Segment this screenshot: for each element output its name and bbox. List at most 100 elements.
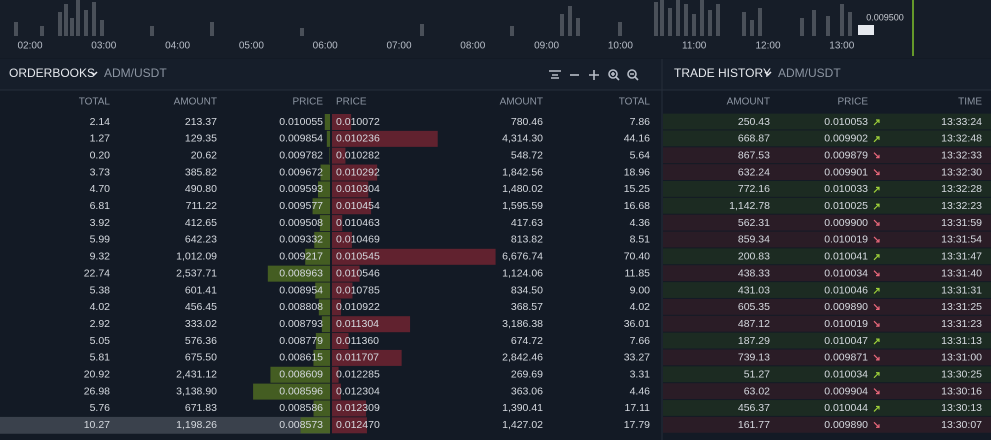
ask-total[interactable]: 9.00	[630, 284, 651, 296]
ask-amount[interactable]: 417.63	[511, 217, 543, 229]
ask-price[interactable]: 0.010545	[336, 251, 380, 263]
ask-price[interactable]: 0.010236	[336, 133, 380, 145]
bid-price[interactable]: 0.010055	[279, 116, 323, 128]
ask-price[interactable]: 0.010546	[336, 267, 380, 279]
ask-amount[interactable]: 1,842.56	[502, 166, 543, 178]
ask-amount[interactable]: 6,676.74	[502, 251, 543, 263]
ask-total[interactable]: 4.46	[630, 385, 651, 397]
ask-total[interactable]: 44.16	[624, 133, 650, 145]
bid-price[interactable]: 0.008609	[279, 369, 323, 381]
orderbook-title[interactable]: ORDERBOOKS	[9, 66, 95, 80]
ask-amount[interactable]: 834.50	[511, 284, 543, 296]
bid-total[interactable]: 4.02	[90, 301, 111, 313]
ask-price[interactable]: 0.010454	[336, 200, 380, 212]
ask-amount[interactable]: 368.57	[511, 301, 543, 313]
bid-amount[interactable]: 333.02	[185, 318, 217, 330]
bid-price[interactable]: 0.009854	[279, 133, 323, 145]
ask-price[interactable]: 0.012470	[336, 419, 380, 431]
dropdown-icon[interactable]	[764, 71, 772, 77]
bid-amount[interactable]: 671.83	[185, 402, 217, 414]
ask-amount[interactable]: 2,842.46	[502, 352, 543, 364]
ask-amount[interactable]: 4,314.30	[502, 133, 543, 145]
bid-price[interactable]: 0.008808	[279, 301, 323, 313]
bid-amount[interactable]: 601.41	[185, 284, 217, 296]
ask-price[interactable]: 0.010785	[336, 284, 380, 296]
bid-amount[interactable]: 675.50	[185, 352, 217, 364]
bid-price[interactable]: 0.008586	[279, 402, 323, 414]
bid-amount[interactable]: 642.23	[185, 234, 217, 246]
ask-total[interactable]: 16.68	[624, 200, 650, 212]
ask-total[interactable]: 15.25	[624, 183, 650, 195]
ask-total[interactable]: 70.40	[624, 251, 650, 263]
bid-amount[interactable]: 2,537.71	[176, 267, 217, 279]
ask-price[interactable]: 0.012309	[336, 402, 380, 414]
bid-amount[interactable]: 385.82	[185, 166, 217, 178]
bid-total[interactable]: 3.92	[90, 217, 111, 229]
bid-total[interactable]: 5.99	[90, 234, 111, 246]
bid-total[interactable]: 2.92	[90, 318, 111, 330]
ask-amount[interactable]: 3,186.38	[502, 318, 543, 330]
bid-price[interactable]: 0.008615	[279, 352, 323, 364]
bid-price[interactable]: 0.008779	[279, 335, 323, 347]
ask-total[interactable]: 5.64	[630, 149, 651, 161]
bid-price[interactable]: 0.008596	[279, 385, 323, 397]
ask-price[interactable]: 0.010292	[336, 166, 380, 178]
ask-amount[interactable]: 1,480.02	[502, 183, 543, 195]
bid-total[interactable]: 4.70	[90, 183, 111, 195]
ask-amount[interactable]: 1,124.06	[502, 267, 543, 279]
bid-total[interactable]: 26.98	[84, 385, 110, 397]
bid-price[interactable]: 0.008963	[279, 267, 323, 279]
bid-amount[interactable]: 2,431.12	[176, 369, 217, 381]
bid-amount[interactable]: 3,138.90	[176, 385, 217, 397]
ask-total[interactable]: 7.86	[630, 116, 651, 128]
ask-total[interactable]: 17.79	[624, 419, 650, 431]
ask-amount[interactable]: 780.46	[511, 116, 543, 128]
bid-total[interactable]: 5.81	[90, 352, 111, 364]
bid-amount[interactable]: 412.65	[185, 217, 217, 229]
ask-amount[interactable]: 813.82	[511, 234, 543, 246]
bid-price[interactable]: 0.009672	[279, 166, 323, 178]
ask-price[interactable]: 0.011360	[336, 335, 379, 347]
ask-price[interactable]: 0.010922	[336, 301, 380, 313]
bid-amount[interactable]: 576.36	[185, 335, 217, 347]
bid-amount[interactable]: 20.62	[191, 149, 217, 161]
bid-total[interactable]: 5.05	[90, 335, 111, 347]
bid-total[interactable]: 22.74	[84, 267, 110, 279]
bid-total[interactable]: 0.20	[90, 149, 111, 161]
trade-history-title[interactable]: TRADE HISTORY	[674, 66, 771, 80]
bid-price[interactable]: 0.008573	[279, 419, 323, 431]
ask-price[interactable]: 0.012304	[336, 385, 380, 397]
bid-price[interactable]: 0.009577	[279, 200, 323, 212]
ask-total[interactable]: 18.96	[624, 166, 650, 178]
ask-total[interactable]: 11.85	[625, 267, 651, 279]
ask-price[interactable]: 0.010469	[336, 234, 380, 246]
bid-total[interactable]: 20.92	[84, 369, 110, 381]
ask-amount[interactable]: 548.72	[511, 149, 543, 161]
bid-amount[interactable]: 456.45	[185, 301, 217, 313]
ask-price[interactable]: 0.011707	[336, 352, 379, 364]
ask-price[interactable]: 0.010463	[336, 217, 380, 229]
ask-total[interactable]: 8.51	[630, 234, 651, 246]
bid-price[interactable]: 0.009508	[279, 217, 323, 229]
ask-price[interactable]: 0.011304	[336, 318, 379, 330]
bid-total[interactable]: 9.32	[90, 251, 111, 263]
ask-price[interactable]: 0.010072	[336, 116, 380, 128]
bid-amount[interactable]: 213.37	[185, 116, 217, 128]
bid-amount[interactable]: 129.35	[185, 133, 217, 145]
bid-total[interactable]: 3.73	[90, 166, 111, 178]
bid-price[interactable]: 0.009217	[279, 251, 323, 263]
ask-amount[interactable]: 363.06	[511, 385, 543, 397]
bid-total[interactable]: 2.14	[90, 116, 111, 128]
bid-total[interactable]: 6.81	[90, 200, 111, 212]
dropdown-icon[interactable]	[90, 71, 98, 77]
bid-total[interactable]: 1.27	[90, 133, 111, 145]
bid-price[interactable]: 0.008954	[279, 284, 323, 296]
bid-total[interactable]: 5.76	[90, 402, 111, 414]
ask-amount[interactable]: 674.72	[511, 335, 543, 347]
ask-amount[interactable]: 269.69	[511, 369, 543, 381]
ask-total[interactable]: 17.11	[625, 402, 651, 414]
ask-total[interactable]: 33.27	[624, 352, 650, 364]
bid-price[interactable]: 0.009593	[279, 183, 323, 195]
bid-total[interactable]: 5.38	[90, 284, 111, 296]
ask-price[interactable]: 0.010304	[336, 183, 380, 195]
